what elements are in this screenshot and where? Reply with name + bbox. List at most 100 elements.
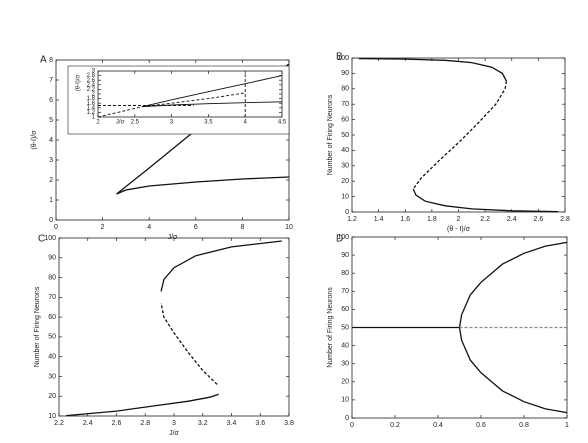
x-tick-label: 3 — [170, 120, 174, 126]
x-axis-label: J/σ — [168, 234, 178, 241]
x-tick-label: 0 — [54, 224, 58, 231]
y-tick-label: 10 — [48, 413, 56, 420]
x-tick-label: 2.4 — [507, 216, 517, 223]
x-tick-label: 2.5 — [131, 120, 140, 126]
panel-label: D — [336, 234, 343, 245]
y-axis-label: (θ-I)/σ — [31, 130, 38, 150]
x-tick-label: 2.6 — [534, 216, 544, 223]
x-tick-label: 2 — [457, 216, 461, 223]
y-tick-label: 80 — [341, 86, 349, 93]
x-tick-label: 0.6 — [476, 422, 486, 429]
y-axis-label: (θ-I)/σ — [76, 75, 82, 92]
x-tick-label: 2 — [96, 120, 100, 126]
y-tick-label: 60 — [48, 314, 56, 321]
series-line — [458, 327, 568, 414]
series-line — [66, 393, 219, 417]
x-tick-label: 0 — [350, 422, 354, 429]
y-tick-label: 50 — [48, 334, 56, 341]
y-tick-label: 20 — [341, 178, 349, 185]
y-tick-label: 1.6 — [87, 101, 96, 107]
x-tick-label: 1.6 — [400, 216, 410, 223]
x-tick-label: 8 — [240, 224, 244, 231]
y-tick-label: 4 — [49, 137, 53, 144]
y-tick-label: 3 — [92, 69, 96, 75]
y-tick-label: 40 — [48, 354, 56, 361]
series-line — [142, 75, 283, 108]
y-tick-label: 7 — [49, 77, 53, 84]
y-tick-label: 0 — [345, 209, 349, 216]
x-tick-label: 0.8 — [519, 422, 529, 429]
y-tick-label: 1 — [49, 197, 53, 204]
y-tick-label: 2.6 — [87, 78, 96, 84]
y-tick-label: 10 — [341, 193, 349, 200]
x-tick-label: 3.4 — [227, 420, 237, 427]
series-line — [97, 92, 246, 118]
panel-label: C — [38, 234, 45, 245]
series-line — [160, 240, 282, 292]
y-tick-label: 70 — [48, 294, 56, 301]
series-line — [458, 241, 568, 328]
y-tick-label: 1.4 — [87, 105, 96, 111]
y-tick-label: 10 — [341, 397, 349, 404]
y-tick-label: 100 — [44, 235, 56, 242]
x-axis-label: J/σ — [169, 430, 179, 437]
y-tick-label: 30 — [341, 163, 349, 170]
y-tick-label: 100 — [337, 55, 349, 62]
y-tick-label: 2 — [92, 92, 96, 98]
y-tick-label: 60 — [341, 306, 349, 313]
y-tick-label: 90 — [341, 252, 349, 259]
y-tick-label: 1 — [92, 115, 96, 121]
x-tick-label: 4 — [147, 224, 151, 231]
x-tick-label: 1.8 — [427, 216, 437, 223]
x-axis-label: J/σ — [116, 120, 125, 126]
y-tick-label: 20 — [48, 393, 56, 400]
y-tick-label: 0 — [345, 415, 349, 422]
x-tick-label: 2.2 — [480, 216, 490, 223]
x-tick-label: 3 — [172, 420, 176, 427]
y-tick-label: 30 — [341, 361, 349, 368]
series-line — [160, 303, 218, 385]
x-tick-label: 2 — [101, 224, 105, 231]
x-tick-label: 0.2 — [390, 422, 400, 429]
x-tick-label: 2.6 — [112, 420, 122, 427]
y-axis-label: Number of Firing Neurons — [327, 287, 334, 368]
y-tick-label: 60 — [341, 116, 349, 123]
x-axis-label: (θ - I)/σ — [447, 226, 471, 233]
series-line — [142, 101, 283, 108]
panel-label: B — [336, 52, 343, 63]
y-tick-label: 1.2 — [87, 110, 96, 116]
x-tick-label: 2.8 — [560, 216, 570, 223]
y-tick-label: 2.4 — [87, 82, 96, 88]
x-tick-label: 2.4 — [83, 420, 93, 427]
x-tick-label: 3.5 — [204, 120, 213, 126]
x-tick-label: 6 — [194, 224, 198, 231]
y-tick-label: 0 — [49, 217, 53, 224]
y-tick-label: 90 — [48, 255, 56, 262]
axes-box — [351, 57, 566, 213]
y-tick-label: 6 — [49, 97, 53, 104]
y-tick-label: 50 — [341, 324, 349, 331]
series-line — [412, 80, 508, 190]
x-tick-label: 2.8 — [140, 420, 150, 427]
y-tick-label: 5 — [49, 117, 53, 124]
inset-background — [67, 65, 290, 135]
x-tick-label: 3.6 — [255, 420, 265, 427]
x-tick-label: 3.8 — [284, 420, 294, 427]
y-tick-label: 40 — [341, 147, 349, 154]
x-tick-label: 1.2 — [347, 216, 357, 223]
x-tick-label: 1.4 — [374, 216, 384, 223]
y-tick-label: 8 — [49, 57, 53, 64]
y-tick-label: 90 — [341, 70, 349, 77]
x-tick-label: 10 — [285, 224, 293, 231]
y-axis-label: Number of Firing Neurons — [34, 286, 41, 367]
x-tick-label: 3.2 — [198, 420, 208, 427]
y-tick-label: 80 — [341, 270, 349, 277]
series-line — [412, 188, 559, 213]
y-tick-label: 2.2 — [87, 87, 96, 93]
y-tick-label: 2 — [49, 177, 53, 184]
y-tick-label: 20 — [341, 379, 349, 386]
panel-label: A — [40, 55, 47, 66]
y-tick-label: 30 — [48, 373, 56, 380]
x-tick-label: 4 — [244, 120, 248, 126]
